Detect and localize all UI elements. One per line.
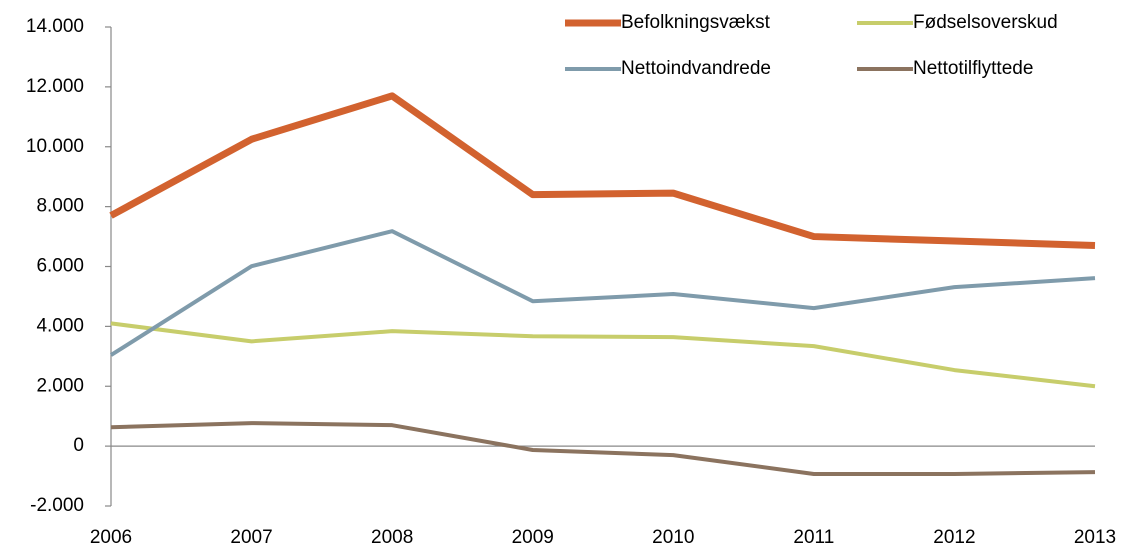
y-tick-label: 12.000 <box>26 76 84 97</box>
legend-label: Nettotilflyttede <box>913 58 1033 79</box>
legend-label: Befolkningsvækst <box>621 12 771 33</box>
x-tick-label: 2009 <box>512 527 554 548</box>
series-line <box>110 321 1096 389</box>
y-tick-label: 10.000 <box>26 136 84 157</box>
series-line <box>110 421 1096 476</box>
y-tick-label: 14.000 <box>26 16 84 37</box>
x-tick-label: 2007 <box>230 527 272 548</box>
x-tick-label: 2013 <box>1074 527 1116 548</box>
y-tick-label: 2.000 <box>36 375 84 396</box>
y-tick-label: 4.000 <box>36 315 84 336</box>
y-tick-label: -2.000 <box>30 495 84 516</box>
y-tick-label: 6.000 <box>36 256 84 277</box>
y-tick-label: 0 <box>73 435 84 456</box>
legend-label: Fødselsoverskud <box>913 12 1058 33</box>
x-tick-label: 2011 <box>793 527 834 548</box>
x-tick-label: 2008 <box>371 527 413 548</box>
x-tick-label: 2010 <box>652 527 694 548</box>
y-tick-label: 8.000 <box>36 196 84 217</box>
x-tick-label: 2012 <box>933 527 975 548</box>
legend-label: Nettoindvandrede <box>621 58 771 79</box>
series-line <box>109 229 1096 357</box>
series-line <box>109 92 1096 250</box>
x-tick-label: 2006 <box>90 527 132 548</box>
